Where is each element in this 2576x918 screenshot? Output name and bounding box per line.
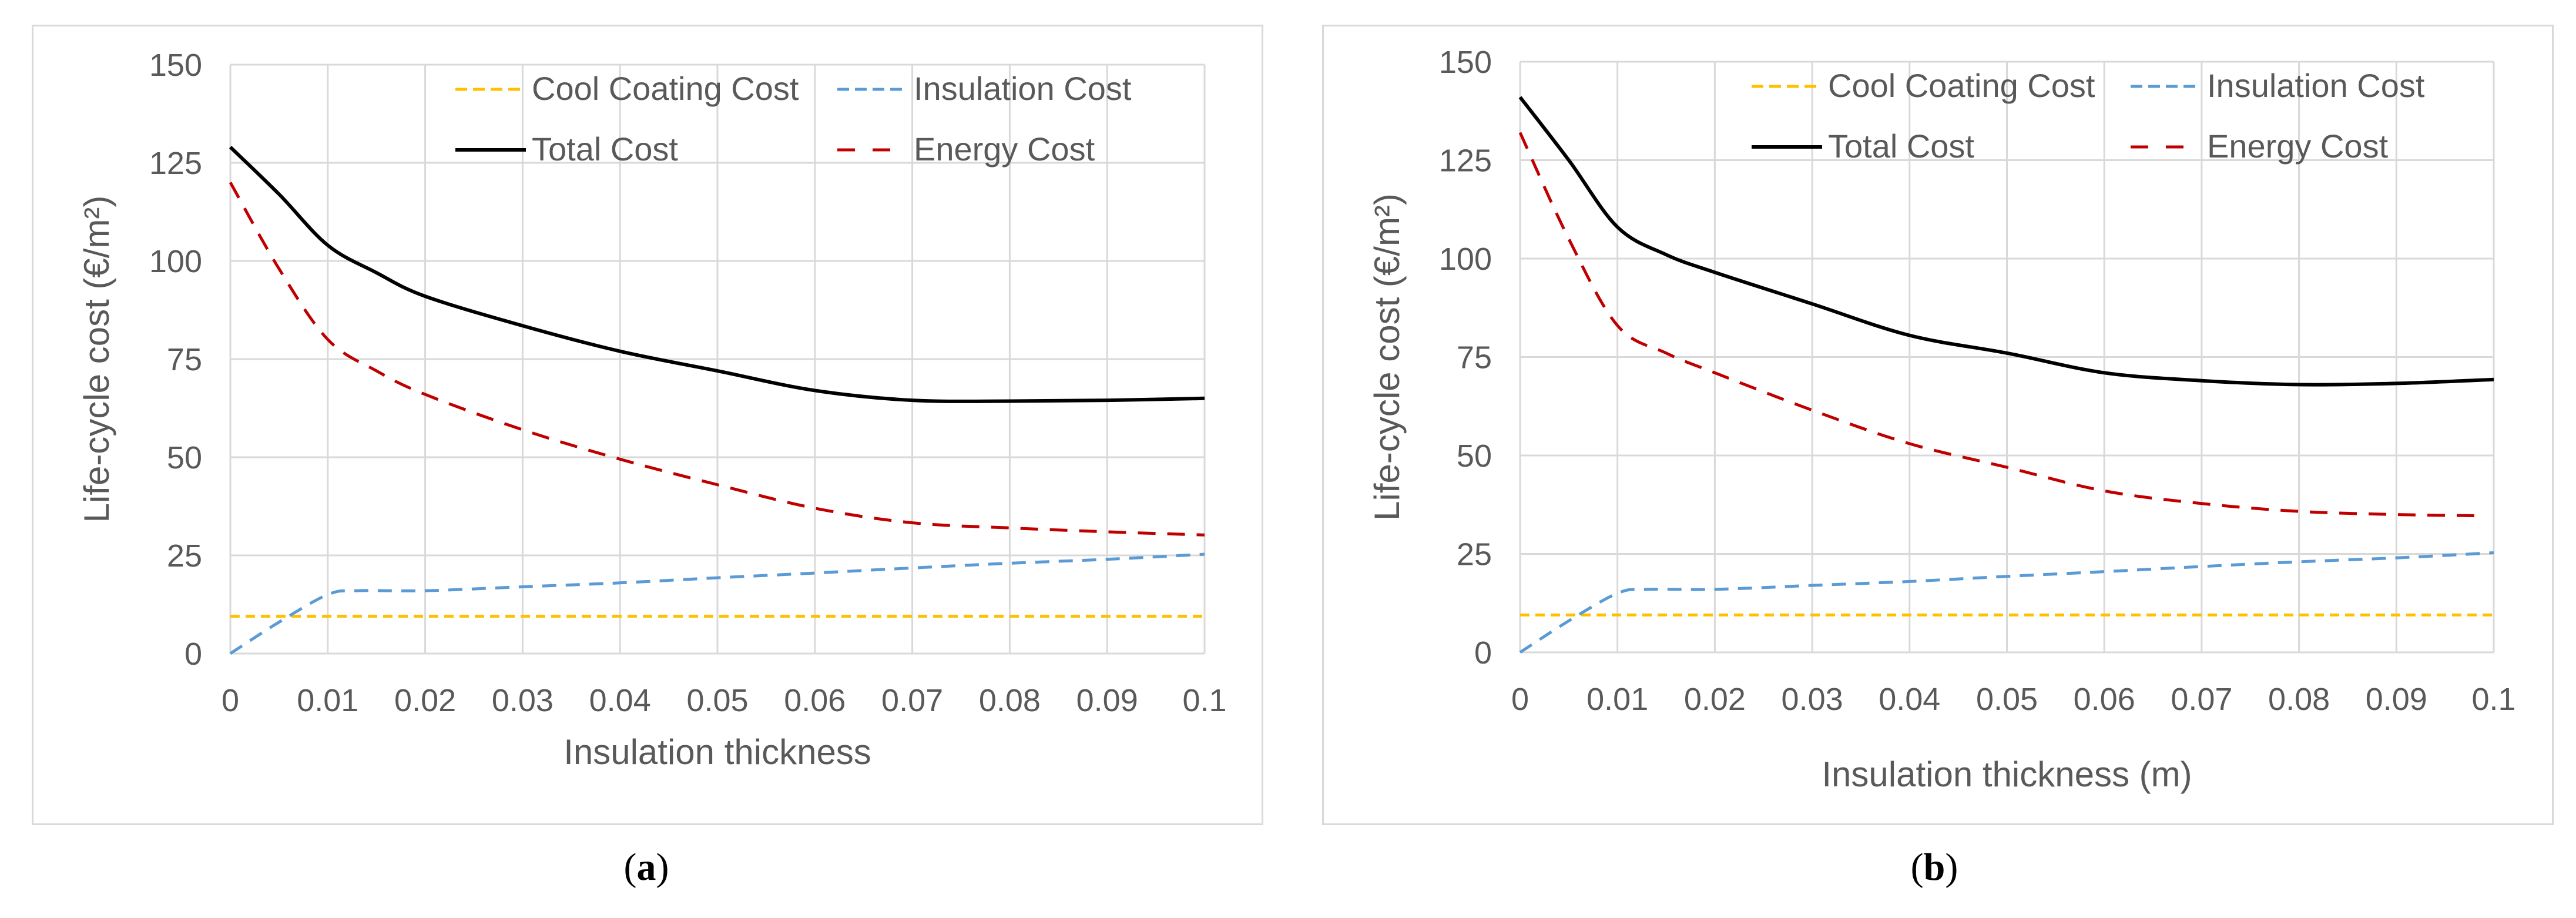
series-line-energy-cost xyxy=(229,182,1205,537)
y-axis-title: Life-cycle cost (€/m²) xyxy=(1367,193,1407,521)
legend: Cool Coating Cost Insulation Cost Total Co… xyxy=(1752,67,2425,165)
legend-label: Insulation Cost xyxy=(2207,67,2425,104)
legend: Cool Coating Cost Insulation Cost Total Co… xyxy=(455,70,1132,167)
x-tick-label: 0.08 xyxy=(2268,682,2330,717)
y-tick-label: 150 xyxy=(149,48,202,83)
x-tick-label: 0.09 xyxy=(1076,683,1138,718)
series-line-total-cost xyxy=(1518,96,2494,387)
x-tick-label: 0.1 xyxy=(2471,682,2515,717)
x-tick-label: 0.09 xyxy=(2366,682,2427,717)
legend-label: Cool Coating Cost xyxy=(532,70,799,107)
chart-a-frame xyxy=(32,25,1263,825)
gridlines xyxy=(229,63,1206,655)
y-tick-label: 75 xyxy=(1457,340,1492,376)
series-line-energy-cost xyxy=(1518,132,2474,518)
x-tick-label: 0.04 xyxy=(1879,682,1940,717)
legend-label: Total Cost xyxy=(1828,128,1974,165)
chart-b-frame xyxy=(1322,25,2554,825)
y-tick-label: 25 xyxy=(1457,537,1492,572)
y-tick-label: 0 xyxy=(185,636,202,672)
legend-label: Energy Cost xyxy=(914,130,1095,167)
series-line-insulation-cost xyxy=(229,552,1205,655)
caption-a-letter: a xyxy=(636,846,656,889)
series-line-total-cost xyxy=(229,146,1205,403)
x-tick-label: 0.02 xyxy=(1684,682,1746,717)
x-axis-title: Insulation thickness xyxy=(564,732,871,772)
y-tick-label: 100 xyxy=(149,244,202,279)
x-tick-label: 0.01 xyxy=(1586,682,1648,717)
y-tick-label: 150 xyxy=(1439,45,1492,80)
x-axis-title: Insulation thickness (m) xyxy=(1822,755,2192,794)
series-lines xyxy=(229,146,1205,655)
caption-b-letter: b xyxy=(1923,846,1946,889)
x-tick-label: 0.08 xyxy=(979,683,1041,718)
legend-label: Total Cost xyxy=(532,130,678,167)
series-line-insulation-cost xyxy=(1519,551,2494,654)
legend-label: Cool Coating Cost xyxy=(1828,67,2095,104)
x-tick-label: 0.01 xyxy=(297,683,358,718)
x-tick-label: 0.05 xyxy=(1976,682,2038,717)
chart-a: 0 25 50 75 100 125 150 0 0.01 0.02 0.03 0.04 0.05 0.0… xyxy=(77,48,1227,772)
x-tick-label: 0.04 xyxy=(589,683,651,718)
x-tick-label: 0 xyxy=(222,683,239,718)
x-tick-label: 0.05 xyxy=(686,683,748,718)
x-tick-label: 0.07 xyxy=(881,683,943,718)
y-tick-label: 125 xyxy=(1439,143,1492,179)
x-tick-label: 0.03 xyxy=(492,683,554,718)
y-tick-label: 50 xyxy=(167,440,202,475)
chart-b: 0 25 50 75 100 125 150 0 0.01 0.02 0.03 0.04 0.05 0.0… xyxy=(1367,45,2516,794)
y-tick-label: 0 xyxy=(1474,635,1492,671)
legend-label: Energy Cost xyxy=(2207,128,2389,165)
y-tick-label: 25 xyxy=(167,538,202,574)
x-tick-label: 0 xyxy=(1511,682,1529,717)
x-tick-label: 0.06 xyxy=(2074,682,2135,717)
caption-a: (a) xyxy=(623,846,669,889)
gridlines xyxy=(1519,61,2495,654)
legend-label: Insulation Cost xyxy=(914,70,1132,107)
caption-b: (b) xyxy=(1910,846,1958,889)
y-tick-label: 125 xyxy=(149,146,202,181)
x-tick-label: 0.02 xyxy=(394,683,456,718)
y-tick-label: 50 xyxy=(1457,438,1492,474)
y-axis-title: Life-cycle cost (€/m²) xyxy=(77,196,116,523)
y-tick-label: 100 xyxy=(1439,242,1492,277)
x-tick-label: 0.07 xyxy=(2171,682,2232,717)
series-lines xyxy=(1518,96,2494,654)
x-tick-label: 0.03 xyxy=(1782,682,1843,717)
x-tick-label: 0.06 xyxy=(784,683,846,718)
x-tick-label: 0.1 xyxy=(1182,683,1226,718)
y-tick-label: 75 xyxy=(167,342,202,377)
